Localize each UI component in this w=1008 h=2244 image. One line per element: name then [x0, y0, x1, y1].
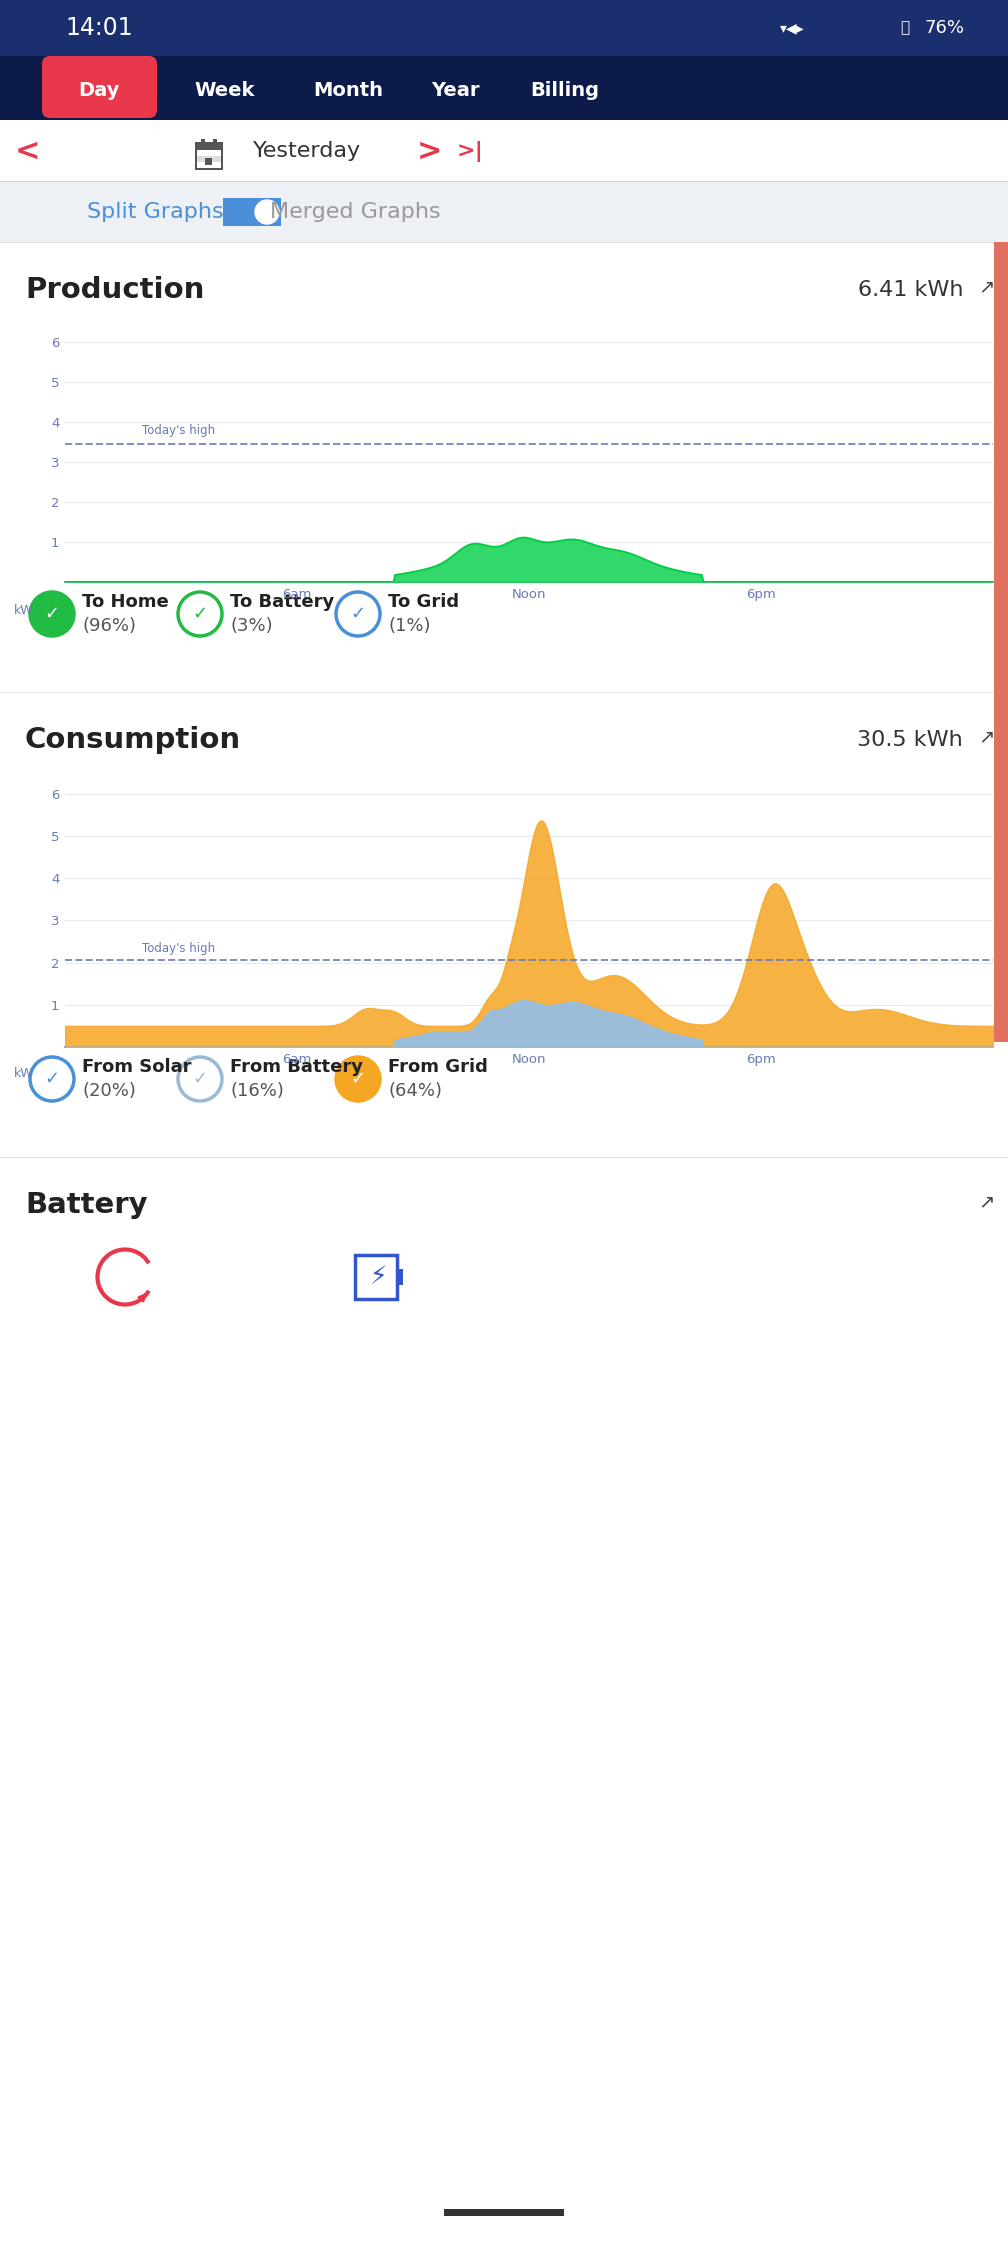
Text: Split Graphs: Split Graphs	[87, 202, 224, 222]
Text: ✓: ✓	[44, 1070, 59, 1088]
Text: Billing: Billing	[530, 81, 600, 99]
Bar	[213, 139, 217, 150]
Bar	[355, 1254, 397, 1299]
Text: Consumption: Consumption	[25, 727, 241, 754]
FancyBboxPatch shape	[42, 56, 157, 119]
Bar	[201, 139, 205, 150]
Text: Week: Week	[195, 81, 255, 99]
Text: ▾◀▸: ▾◀▸	[780, 20, 804, 36]
Text: To Grid: To Grid	[388, 592, 459, 610]
Circle shape	[30, 592, 74, 635]
Text: From Battery: From Battery	[230, 1057, 363, 1077]
Circle shape	[178, 1057, 222, 1102]
Text: <: <	[15, 137, 40, 166]
Text: 14:01: 14:01	[65, 16, 133, 40]
Text: Month: Month	[313, 81, 383, 99]
Text: ✓: ✓	[351, 1070, 366, 1088]
Bar	[444, 2208, 564, 2217]
Text: (1%): (1%)	[388, 617, 430, 635]
Bar	[197, 157, 221, 162]
Text: >|: >|	[457, 141, 484, 162]
Text: Year: Year	[430, 81, 479, 99]
Circle shape	[336, 1057, 380, 1102]
Circle shape	[178, 592, 222, 635]
Text: ✓: ✓	[351, 606, 366, 624]
Text: Day: Day	[79, 81, 120, 99]
Bar	[0, 182, 1008, 242]
Bar	[355, 1254, 397, 1299]
Text: (3%): (3%)	[230, 617, 272, 635]
Text: From Grid: From Grid	[388, 1057, 488, 1077]
Text: Battery: Battery	[25, 1192, 147, 1218]
Bar	[197, 150, 221, 168]
Circle shape	[255, 200, 279, 224]
Text: 76%: 76%	[925, 18, 965, 36]
Text: (16%): (16%)	[230, 1082, 284, 1100]
Text: Today's high: Today's high	[142, 424, 216, 438]
Text: ↗: ↗	[978, 278, 994, 296]
Text: 6.41 kWh: 6.41 kWh	[858, 280, 963, 301]
Bar	[994, 242, 1008, 1041]
Text: (64%): (64%)	[388, 1082, 442, 1100]
FancyBboxPatch shape	[223, 197, 281, 227]
Text: kW: kW	[14, 1068, 33, 1079]
Text: Yesterday: Yesterday	[253, 141, 361, 162]
Text: (96%): (96%)	[82, 617, 136, 635]
Text: Today's high: Today's high	[142, 942, 216, 956]
Text: From Solar: From Solar	[82, 1057, 192, 1077]
Text: ✓: ✓	[193, 606, 208, 624]
Text: >: >	[417, 137, 443, 166]
Text: ⚡: ⚡	[370, 1266, 387, 1288]
Bar	[0, 0, 1008, 56]
Bar	[0, 119, 1008, 182]
Text: ✓: ✓	[193, 1070, 208, 1088]
Circle shape	[336, 592, 380, 635]
Text: ✓: ✓	[44, 606, 59, 624]
Circle shape	[30, 1057, 74, 1102]
Text: ↗: ↗	[978, 727, 994, 747]
Text: 🔋: 🔋	[900, 20, 909, 36]
Bar	[0, 56, 1008, 119]
Text: To Battery: To Battery	[230, 592, 335, 610]
Text: kW: kW	[14, 604, 33, 617]
Text: (20%): (20%)	[82, 1082, 136, 1100]
Bar	[397, 1270, 403, 1286]
Bar	[195, 141, 223, 171]
Text: To Home: To Home	[82, 592, 168, 610]
Text: Merged Graphs: Merged Graphs	[270, 202, 440, 222]
Text: ↗: ↗	[978, 1192, 994, 1212]
Text: 30.5 kWh: 30.5 kWh	[857, 729, 963, 749]
Bar	[205, 157, 212, 166]
Text: Production: Production	[25, 276, 205, 303]
